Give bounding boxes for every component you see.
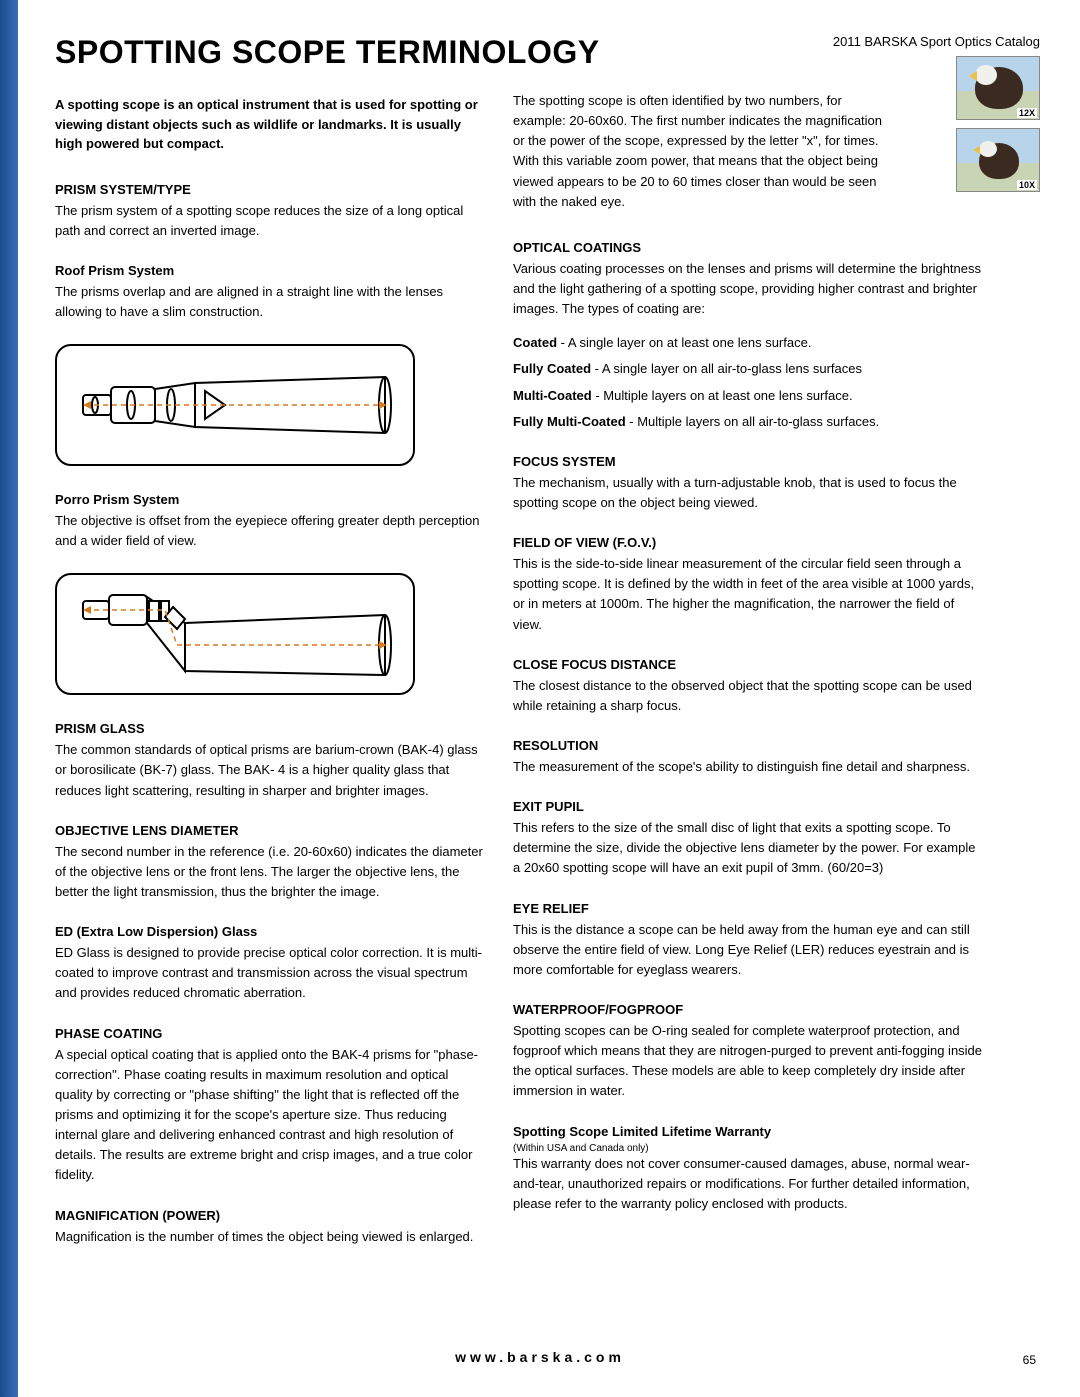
section-body: This is the side-to-side linear measurem… <box>513 554 985 635</box>
section-eye-relief: EYE RELIEF This is the distance a scope … <box>513 901 985 980</box>
section-prism-glass: PRISM GLASS The common standards of opti… <box>55 721 483 800</box>
section-warranty: Spotting Scope Limited Lifetime Warranty… <box>513 1124 985 1214</box>
section-heading: MAGNIFICATION (POWER) <box>55 1208 483 1223</box>
coating-desc: - Multiple layers on at least one lens s… <box>592 388 853 403</box>
section-heading: EXIT PUPIL <box>513 799 985 814</box>
page-number: 65 <box>1023 1353 1036 1367</box>
section-body: The measurement of the scope's ability t… <box>513 757 985 777</box>
coating-list: Coated - A single layer on at least one … <box>513 333 985 432</box>
section-roof-prism: Roof Prism System The prisms overlap and… <box>55 263 483 322</box>
section-close-focus: CLOSE FOCUS DISTANCE The closest distanc… <box>513 657 985 716</box>
section-heading: FIELD OF VIEW (F.O.V.) <box>513 535 985 550</box>
section-body: The second number in the reference (i.e.… <box>55 842 483 902</box>
section-body: The prisms overlap and are aligned in a … <box>55 282 483 322</box>
section-waterproof: WATERPROOF/FOGPROOF Spotting scopes can … <box>513 1002 985 1102</box>
section-heading: Roof Prism System <box>55 263 483 278</box>
coating-desc: - A single layer on all air-to-glass len… <box>591 361 862 376</box>
section-body: The prism system of a spotting scope red… <box>55 201 483 241</box>
section-resolution: RESOLUTION The measurement of the scope'… <box>513 738 985 777</box>
roof-prism-diagram <box>55 344 415 466</box>
section-optical-coatings: OPTICAL COATINGS Various coating process… <box>513 240 985 432</box>
section-heading: PHASE COATING <box>55 1026 483 1041</box>
section-heading: PRISM SYSTEM/TYPE <box>55 182 483 197</box>
warranty-note: (Within USA and Canada only) <box>513 1143 985 1154</box>
magnification-continued: The spotting scope is often identified b… <box>513 91 889 212</box>
left-column: A spotting scope is an optical instrumen… <box>55 95 483 1269</box>
section-phase-coating: PHASE COATING A special optical coating … <box>55 1026 483 1186</box>
side-accent-bar <box>0 0 18 1397</box>
section-heading: Spotting Scope Limited Lifetime Warranty <box>513 1124 985 1139</box>
section-heading: CLOSE FOCUS DISTANCE <box>513 657 985 672</box>
footer-url: www.barska.com <box>0 1349 1080 1365</box>
section-porro-prism: Porro Prism System The objective is offs… <box>55 492 483 551</box>
section-body: Magnification is the number of times the… <box>55 1227 483 1247</box>
intro-text: A spotting scope is an optical instrumen… <box>55 95 483 154</box>
section-body: Various coating processes on the lenses … <box>513 259 985 319</box>
section-heading: FOCUS SYSTEM <box>513 454 985 469</box>
section-body: A special optical coating that is applie… <box>55 1045 483 1186</box>
section-body: The objective is offset from the eyepiec… <box>55 511 483 551</box>
section-heading: ED (Extra Low Dispersion) Glass <box>55 924 483 939</box>
coating-desc: - A single layer on at least one lens su… <box>557 335 811 350</box>
section-body: This refers to the size of the small dis… <box>513 818 985 878</box>
coating-desc: - Multiple layers on all air-to-glass su… <box>626 414 880 429</box>
section-focus-system: FOCUS SYSTEM The mechanism, usually with… <box>513 454 985 513</box>
section-body: Spotting scopes can be O-ring sealed for… <box>513 1021 985 1102</box>
section-heading: RESOLUTION <box>513 738 985 753</box>
section-body: This is the distance a scope can be held… <box>513 920 985 980</box>
page-title: SPOTTING SCOPE TERMINOLOGY <box>55 34 1035 71</box>
section-ed-glass: ED (Extra Low Dispersion) Glass ED Glass… <box>55 924 483 1003</box>
section-heading: WATERPROOF/FOGPROOF <box>513 1002 985 1017</box>
porro-prism-diagram <box>55 573 415 695</box>
section-objective-lens: OBJECTIVE LENS DIAMETER The second numbe… <box>55 823 483 902</box>
section-heading: OPTICAL COATINGS <box>513 240 985 255</box>
section-body: This warranty does not cover consumer-ca… <box>513 1154 985 1214</box>
section-heading: OBJECTIVE LENS DIAMETER <box>55 823 483 838</box>
section-fov: FIELD OF VIEW (F.O.V.) This is the side-… <box>513 535 985 635</box>
coating-label: Fully Multi-Coated <box>513 414 626 429</box>
section-heading: PRISM GLASS <box>55 721 483 736</box>
section-heading: Porro Prism System <box>55 492 483 507</box>
section-body: ED Glass is designed to provide precise … <box>55 943 483 1003</box>
coating-label: Coated <box>513 335 557 350</box>
right-column: The spotting scope is often identified b… <box>513 95 985 1269</box>
section-body: The closest distance to the observed obj… <box>513 676 985 716</box>
section-body: The mechanism, usually with a turn-adjus… <box>513 473 985 513</box>
section-heading: EYE RELIEF <box>513 901 985 916</box>
section-body: The common standards of optical prisms a… <box>55 740 483 800</box>
section-prism-type: PRISM SYSTEM/TYPE The prism system of a … <box>55 182 483 241</box>
section-magnification: MAGNIFICATION (POWER) Magnification is t… <box>55 1208 483 1247</box>
coating-label: Multi-Coated <box>513 388 592 403</box>
section-exit-pupil: EXIT PUPIL This refers to the size of th… <box>513 799 985 878</box>
coating-label: Fully Coated <box>513 361 591 376</box>
